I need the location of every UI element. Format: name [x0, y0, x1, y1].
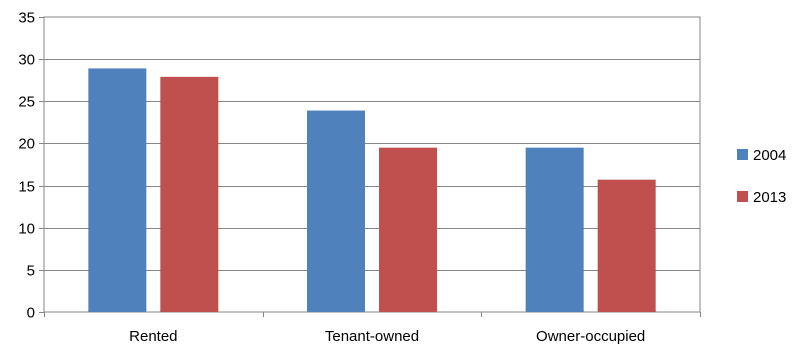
plot-area-border [43, 16, 701, 313]
y-tick-label: 25 [18, 94, 35, 111]
axes: 0 5 10 15 20 25 30 35 Rented Tenant-owned Owner-oc… [18, 10, 701, 345]
bar-2013-tenant-owned [379, 147, 437, 312]
bar-2004-rented [88, 68, 147, 313]
gridlines [43, 16, 701, 313]
legend-swatch-2013 [737, 191, 748, 202]
legend-label-2013: 2013 [753, 189, 786, 206]
y-tick-label: 5 [27, 263, 35, 280]
legend: 2004 2013 [737, 147, 786, 206]
y-tick-label: 20 [18, 136, 35, 153]
y-tick-label: 0 [27, 305, 35, 322]
x-tick-label: Owner-occupied [536, 328, 645, 345]
legend-swatch-2004 [737, 149, 748, 160]
x-tick-label: Tenant-owned [325, 328, 419, 345]
bar-2013-owner-occupied [597, 179, 656, 312]
legend-label-2004: 2004 [753, 147, 786, 164]
bar-2004-owner-occupied [525, 147, 584, 312]
y-tick-label: 15 [18, 179, 35, 196]
x-tick-label: Rented [129, 328, 177, 345]
bar-2013-rented [160, 76, 219, 312]
y-tick-label: 30 [18, 52, 35, 69]
bar-2004-tenant-owned [307, 110, 365, 312]
y-tick-label: 10 [18, 221, 35, 238]
y-tick-label: 35 [18, 10, 35, 27]
bars [88, 68, 656, 313]
